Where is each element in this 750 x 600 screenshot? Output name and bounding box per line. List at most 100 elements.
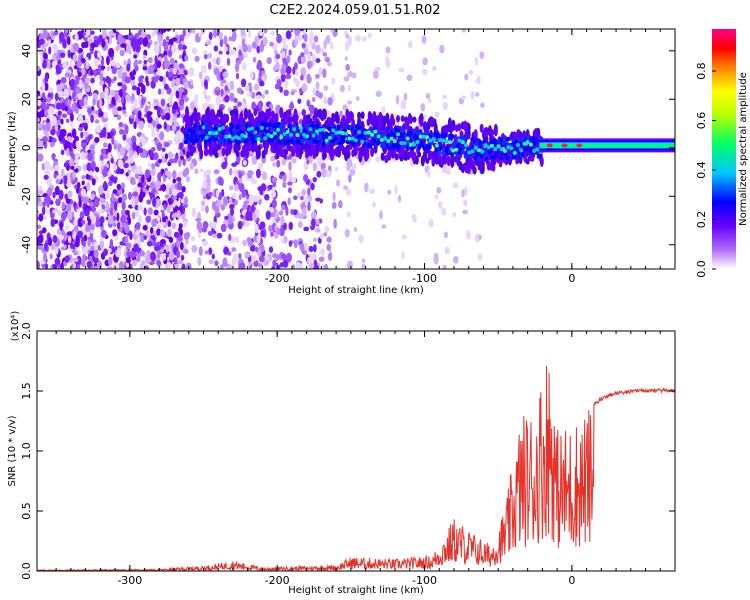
- noise-speckle: [178, 54, 183, 60]
- noise-speckle: [46, 176, 52, 187]
- band-highlight: [353, 138, 358, 143]
- noise-speckle: [66, 36, 71, 46]
- x-tick-label: 0: [568, 272, 575, 285]
- noise-speckle: [137, 147, 144, 154]
- noise-speckle: [140, 237, 145, 243]
- noise-speckle: [165, 29, 172, 32]
- band-halo: [236, 143, 241, 151]
- band-highlight: [415, 140, 420, 145]
- band-highlight: [311, 133, 316, 138]
- noise-speckle: [64, 72, 71, 78]
- noise-speckle: [258, 80, 265, 87]
- noise-speckle: [157, 221, 161, 230]
- band-halo: [213, 140, 218, 150]
- band-highlight: [289, 132, 294, 137]
- noise-speckle: [461, 95, 467, 100]
- noise-speckle: [103, 166, 108, 175]
- noise-speckle: [352, 163, 357, 171]
- band-halo: [480, 162, 485, 175]
- x-tick-label: -300: [117, 574, 142, 587]
- band-highlight: [253, 130, 258, 135]
- noise-speckle: [176, 250, 181, 259]
- noise-speckle: [387, 189, 392, 195]
- noise-speckle: [299, 242, 305, 252]
- tone-band-peak: [546, 143, 553, 148]
- noise-speckle: [242, 239, 248, 247]
- noise-speckle: [67, 236, 72, 244]
- noise-speckle: [62, 61, 68, 69]
- noise-speckle: [274, 83, 281, 90]
- noise-speckle: [113, 201, 118, 211]
- noise-speckle: [452, 255, 459, 264]
- noise-speckle: [214, 260, 219, 267]
- noise-speckle: [61, 113, 68, 119]
- band-halo: [214, 151, 219, 159]
- noise-speckle: [441, 94, 448, 99]
- noise-speckle: [113, 142, 118, 150]
- noise-speckle: [133, 243, 139, 252]
- noise-speckle: [206, 180, 211, 189]
- noise-speckle: [46, 96, 52, 103]
- x-tick-label: -200: [265, 272, 290, 285]
- noise-speckle: [468, 69, 474, 76]
- noise-speckle: [166, 205, 171, 214]
- noise-speckle: [74, 106, 80, 114]
- band-highlight: [327, 135, 332, 140]
- noise-speckle: [147, 207, 153, 215]
- noise-speckle: [37, 234, 43, 245]
- x-tick-label: 0: [568, 574, 575, 587]
- noise-speckle: [58, 31, 65, 42]
- noise-speckle: [82, 246, 88, 255]
- noise-speckle: [347, 260, 354, 269]
- noise-speckle: [202, 50, 208, 55]
- band-highlight: [502, 149, 507, 154]
- noise-speckle: [249, 71, 254, 80]
- noise-speckle: [108, 30, 115, 37]
- noise-speckle: [103, 180, 108, 190]
- noise-speckle: [306, 159, 310, 165]
- noise-speckle: [441, 164, 448, 174]
- noise-speckle: [75, 87, 80, 95]
- noise-speckle: [256, 62, 262, 71]
- noise-speckle: [263, 105, 268, 111]
- noise-speckle: [302, 206, 307, 217]
- noise-speckle: [423, 114, 427, 120]
- band-core: [304, 123, 309, 129]
- band-core: [450, 133, 455, 139]
- noise-speckle: [82, 141, 87, 148]
- noise-speckle: [145, 230, 150, 239]
- noise-speckle: [333, 218, 337, 229]
- noise-speckle: [167, 171, 172, 181]
- noise-speckle: [480, 102, 485, 109]
- noise-speckle: [179, 241, 184, 251]
- noise-speckle: [38, 230, 44, 235]
- noise-speckle: [200, 78, 204, 88]
- band-highlight: [447, 140, 452, 145]
- noise-speckle: [80, 67, 86, 76]
- noise-speckle: [173, 257, 178, 264]
- noise-speckle: [55, 179, 61, 185]
- noise-speckle: [323, 232, 327, 237]
- noise-speckle: [442, 101, 448, 111]
- noise-speckle: [288, 170, 293, 179]
- noise-speckle: [63, 175, 68, 186]
- band-core: [365, 134, 370, 140]
- noise-speckle: [306, 99, 311, 107]
- noise-speckle: [344, 41, 349, 51]
- noise-speckle: [425, 92, 431, 100]
- y-tick-label: 2.0: [20, 322, 33, 340]
- noise-speckle: [178, 141, 184, 150]
- noise-speckle: [232, 168, 239, 176]
- band-halo: [385, 112, 390, 124]
- noise-speckle: [129, 250, 135, 259]
- noise-speckle: [137, 182, 143, 188]
- noise-speckle: [311, 253, 317, 261]
- noise-speckle: [45, 195, 51, 204]
- band-halo: [196, 111, 201, 121]
- noise-speckle: [301, 188, 307, 197]
- noise-speckle: [281, 37, 287, 45]
- noise-speckle: [87, 238, 92, 247]
- band-halo: [380, 152, 385, 161]
- noise-speckle: [111, 67, 117, 75]
